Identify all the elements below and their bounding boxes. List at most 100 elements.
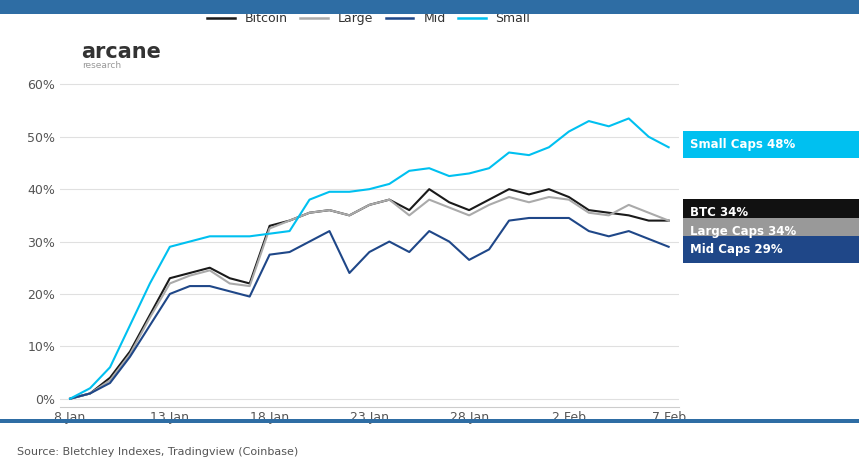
Bitcoin [384, 197, 394, 202]
Bitcoin [204, 265, 215, 271]
Small [185, 239, 195, 244]
Bitcoin [65, 396, 76, 401]
Mid [524, 215, 534, 221]
Bitcoin [265, 223, 275, 229]
Bitcoin [325, 207, 335, 213]
Mid [145, 322, 155, 328]
Mid [484, 247, 494, 252]
Mid [384, 239, 394, 244]
Bitcoin [245, 281, 255, 286]
Small [344, 189, 355, 195]
Small [384, 181, 394, 187]
Line: Bitcoin: Bitcoin [70, 189, 668, 399]
Large [284, 218, 295, 223]
Bitcoin [344, 213, 355, 218]
Mid [224, 289, 235, 294]
Mid [564, 215, 574, 221]
Small [265, 231, 275, 237]
Mid [284, 249, 295, 255]
Bitcoin [544, 186, 554, 192]
Large [85, 391, 95, 396]
Small [105, 365, 115, 370]
Small [204, 233, 215, 239]
Small [484, 165, 494, 171]
Small [464, 170, 474, 176]
Line: Large: Large [70, 197, 668, 399]
Small [424, 165, 435, 171]
Mid [364, 249, 375, 255]
Mid [464, 257, 474, 263]
Mid [245, 294, 255, 299]
Bitcoin [304, 210, 314, 215]
Large [464, 213, 474, 218]
Large [544, 194, 554, 200]
Mid [265, 252, 275, 257]
Text: arcane: arcane [82, 43, 161, 62]
Bitcoin [564, 194, 574, 200]
Bitcoin [364, 202, 375, 207]
Small [245, 233, 255, 239]
Small [504, 150, 515, 155]
Large [145, 315, 155, 320]
Bitcoin [224, 275, 235, 281]
Mid [204, 283, 215, 289]
Large [643, 210, 654, 215]
Large [663, 218, 673, 223]
Large [65, 396, 76, 401]
Large [224, 281, 235, 286]
Large [384, 197, 394, 202]
Mid [604, 233, 614, 239]
Large [583, 210, 594, 215]
Large [325, 207, 335, 213]
Small [125, 322, 135, 328]
Mid [85, 391, 95, 396]
Small [85, 385, 95, 391]
Small [165, 244, 175, 249]
Large [504, 194, 515, 200]
Mid [165, 291, 175, 297]
Bitcoin [165, 275, 175, 281]
Text: Small Caps 48%: Small Caps 48% [690, 138, 795, 151]
Small [364, 186, 375, 192]
Bitcoin [185, 270, 195, 276]
Mid [325, 228, 335, 234]
Mid [663, 244, 673, 249]
Small [65, 396, 76, 401]
Bitcoin [663, 218, 673, 223]
Mid [404, 249, 414, 255]
Large [105, 377, 115, 383]
Bitcoin [484, 197, 494, 202]
Large [125, 352, 135, 357]
Bitcoin [404, 207, 414, 213]
Bitcoin [464, 207, 474, 213]
Bitcoin [284, 218, 295, 223]
Bitcoin [524, 192, 534, 197]
Bitcoin [583, 207, 594, 213]
Bitcoin [105, 375, 115, 381]
Large [524, 200, 534, 205]
Legend: Bitcoin, Large, Mid, Small: Bitcoin, Large, Mid, Small [203, 7, 535, 30]
Mid [105, 380, 115, 386]
Large [245, 283, 255, 289]
Mid [444, 239, 454, 244]
Large [204, 267, 215, 273]
Bitcoin [444, 200, 454, 205]
Mid [344, 270, 355, 276]
Text: research: research [82, 61, 122, 70]
Small [284, 228, 295, 234]
Large [364, 202, 375, 207]
Small [583, 118, 594, 124]
Mid [504, 218, 515, 223]
Small [404, 168, 414, 174]
Large [604, 213, 614, 218]
Mid [65, 396, 76, 401]
Small [145, 281, 155, 286]
Bitcoin [624, 213, 634, 218]
Large [624, 202, 634, 207]
Mid [304, 239, 314, 244]
Large [404, 213, 414, 218]
Line: Small: Small [70, 118, 668, 399]
Small [524, 152, 534, 158]
Small [224, 233, 235, 239]
Small [304, 197, 314, 202]
